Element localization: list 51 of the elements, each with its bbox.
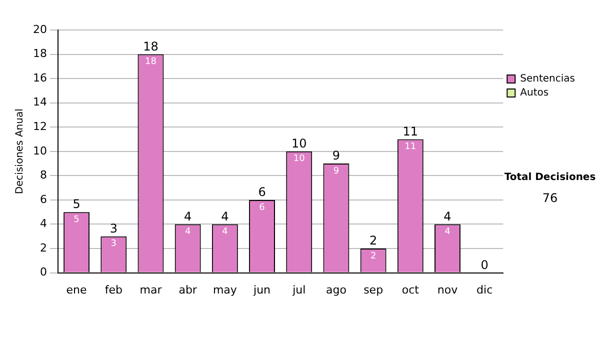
y-tick-label: 16 [32,71,47,84]
x-tick-label: ago [326,283,347,296]
total-label: 11 [402,124,418,138]
y-tick-label: 14 [32,96,47,109]
total-label: 18 [143,39,158,54]
x-tick-label: nov [437,283,458,296]
total-label: 6 [258,185,266,200]
data-label: 4 [444,227,451,238]
y-tick-label: 18 [32,47,47,60]
y-axis-title: Decisiones Anual [14,108,26,194]
x-tick-label: dic [476,283,493,296]
legend-label: Autos [520,88,549,99]
y-tick-label: 6 [40,192,47,206]
y-tick-label: 0 [40,266,47,279]
x-tick-label: mar [140,283,162,296]
x-tick-label: jul [292,283,306,296]
y-tick-label: 12 [32,120,47,133]
total-label: 4 [221,209,229,224]
data-label: 11 [404,142,416,152]
x-tick-label: abr [178,283,198,296]
x-tick-label: jun [252,283,271,296]
x-tick-label: feb [104,283,122,296]
total-label: 9 [332,148,340,163]
data-label: 4 [222,227,228,238]
data-label: 2 [370,251,376,262]
text: 76 [541,191,559,205]
total-label: 4 [184,209,192,224]
data-label: 10 [293,154,306,164]
y-tick-label: 8 [40,168,47,182]
total-label: 4 [444,209,452,224]
total-label: 3 [110,222,118,236]
y-tick-label: 20 [32,22,47,36]
data-label: 6 [259,202,266,213]
total-label: 2 [369,234,378,248]
total-label: 10 [291,136,307,151]
legend-label: Sentencias [520,74,576,85]
text: Total Decisiones [503,172,597,183]
data-label: 5 [74,214,80,225]
x-tick-label: oct [402,283,420,296]
x-tick-label: ene [66,283,88,296]
x-tick-label: sep [364,283,384,296]
data-label: 3 [110,239,117,250]
data-label: 18 [145,57,157,68]
y-tick-label: 2 [40,241,47,254]
y-tick-label: 4 [40,217,47,230]
data-label: 4 [184,227,191,238]
total-label: 5 [72,197,80,212]
y-tick-label: 10 [32,144,47,158]
data-label: 9 [333,166,340,176]
total-label: 0 [480,258,488,272]
x-tick-label: may [212,283,238,296]
